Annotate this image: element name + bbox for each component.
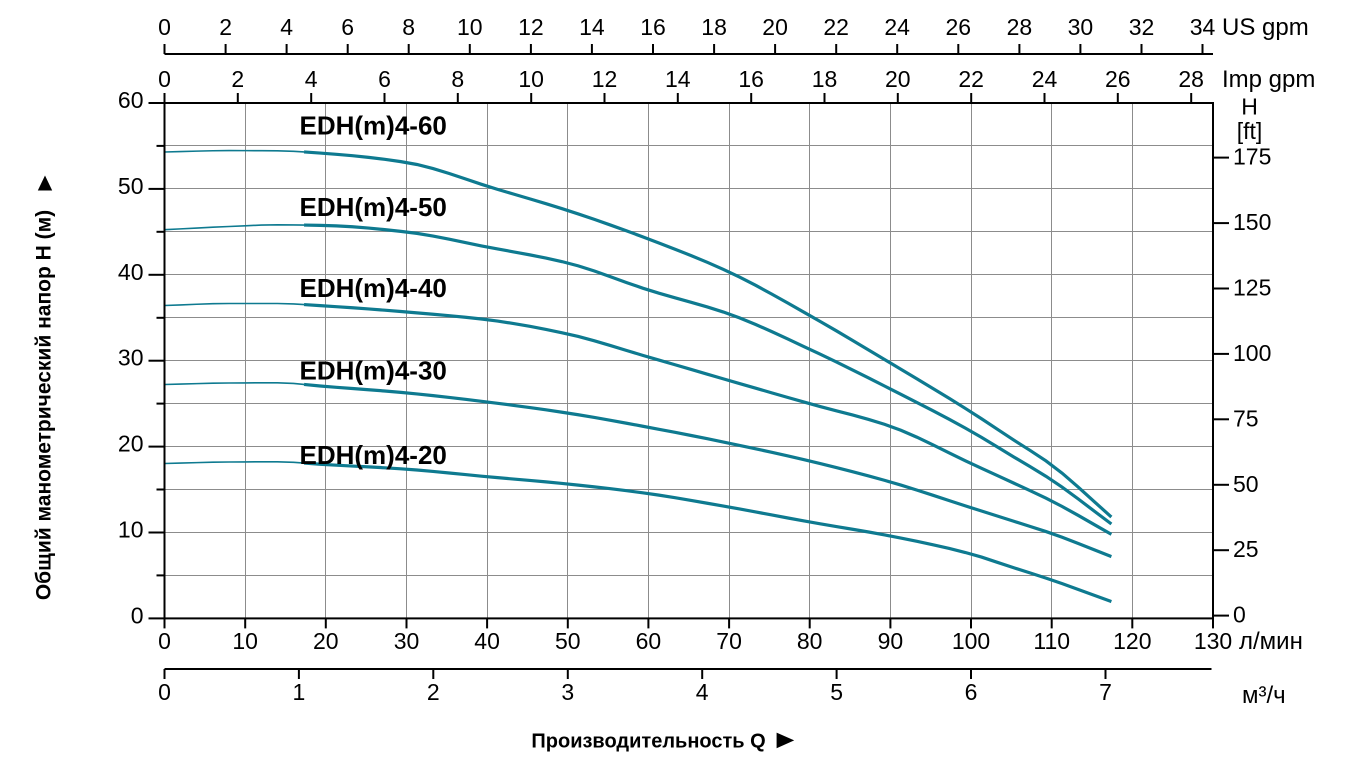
- svg-text:4: 4: [696, 679, 709, 705]
- svg-text:50: 50: [118, 173, 144, 199]
- svg-text:26: 26: [946, 14, 972, 40]
- svg-text:100: 100: [1233, 340, 1271, 366]
- svg-text:Imp gpm: Imp gpm: [1222, 66, 1315, 93]
- svg-text:10: 10: [518, 66, 544, 92]
- svg-text:6: 6: [378, 66, 391, 92]
- svg-text:100: 100: [952, 628, 990, 654]
- svg-text:24: 24: [884, 14, 910, 40]
- svg-text:150: 150: [1233, 209, 1271, 235]
- svg-text:75: 75: [1233, 405, 1259, 431]
- svg-text:0: 0: [158, 14, 171, 40]
- svg-text:Производительность Q: Производительность Q: [531, 731, 765, 753]
- svg-text:3: 3: [561, 679, 574, 705]
- svg-text:10: 10: [457, 14, 483, 40]
- svg-text:0: 0: [131, 602, 144, 628]
- svg-text:0: 0: [158, 66, 171, 92]
- svg-text:EDH(m)4-50: EDH(m)4-50: [300, 192, 447, 222]
- svg-text:40: 40: [474, 628, 500, 654]
- svg-text:16: 16: [640, 14, 666, 40]
- svg-text:0: 0: [158, 679, 171, 705]
- svg-text:50: 50: [1233, 471, 1259, 497]
- svg-text:8: 8: [451, 66, 464, 92]
- svg-text:6: 6: [341, 14, 354, 40]
- svg-text:Общий манометрический напор H: Общий манометрический напор H (м): [33, 210, 56, 600]
- svg-text:л/мин: л/мин: [1239, 628, 1303, 655]
- svg-text:26: 26: [1105, 66, 1131, 92]
- svg-text:EDH(m)4-60: EDH(m)4-60: [300, 110, 447, 140]
- svg-text:16: 16: [738, 66, 764, 92]
- svg-text:18: 18: [701, 14, 727, 40]
- svg-text:50: 50: [555, 628, 581, 654]
- svg-text:22: 22: [823, 14, 849, 40]
- svg-text:30: 30: [394, 628, 420, 654]
- svg-text:28: 28: [1178, 66, 1204, 92]
- svg-text:120: 120: [1113, 628, 1151, 654]
- svg-text:1: 1: [293, 679, 306, 705]
- svg-text:28: 28: [1007, 14, 1033, 40]
- svg-text:60: 60: [118, 87, 144, 113]
- svg-text:80: 80: [797, 628, 823, 654]
- svg-text:14: 14: [665, 66, 691, 92]
- svg-text:10: 10: [232, 628, 258, 654]
- svg-text:14: 14: [579, 14, 605, 40]
- svg-text:60: 60: [636, 628, 662, 654]
- svg-text:110: 110: [1033, 628, 1070, 654]
- svg-text:130: 130: [1194, 628, 1232, 654]
- svg-text:4: 4: [305, 66, 318, 92]
- svg-text:22: 22: [958, 66, 984, 92]
- svg-text:EDH(m)4-40: EDH(m)4-40: [300, 273, 447, 303]
- svg-text:20: 20: [762, 14, 788, 40]
- svg-text:175: 175: [1233, 144, 1271, 170]
- svg-text:7: 7: [1099, 679, 1112, 705]
- svg-text:м³/ч: м³/ч: [1242, 682, 1286, 709]
- svg-text:4: 4: [280, 14, 293, 40]
- svg-text:20: 20: [118, 431, 144, 457]
- svg-text:34: 34: [1190, 14, 1216, 40]
- svg-text:90: 90: [878, 628, 904, 654]
- svg-text:24: 24: [1032, 66, 1058, 92]
- svg-text:30: 30: [118, 345, 144, 371]
- svg-text:[ft]: [ft]: [1237, 118, 1263, 144]
- svg-text:6: 6: [965, 679, 978, 705]
- svg-text:2: 2: [231, 66, 244, 92]
- svg-text:0: 0: [1233, 602, 1246, 628]
- svg-text:0: 0: [158, 628, 171, 654]
- svg-text:32: 32: [1129, 14, 1155, 40]
- svg-text:70: 70: [716, 628, 742, 654]
- svg-text:10: 10: [118, 517, 144, 543]
- svg-text:25: 25: [1233, 536, 1259, 562]
- svg-text:US gpm: US gpm: [1222, 14, 1309, 41]
- svg-text:5: 5: [830, 679, 843, 705]
- svg-text:20: 20: [313, 628, 339, 654]
- svg-text:H: H: [1241, 94, 1258, 120]
- svg-text:2: 2: [219, 14, 232, 40]
- svg-text:12: 12: [518, 14, 544, 40]
- svg-text:30: 30: [1068, 14, 1094, 40]
- svg-text:40: 40: [118, 259, 144, 285]
- svg-text:12: 12: [592, 66, 618, 92]
- svg-text:8: 8: [402, 14, 415, 40]
- svg-text:20: 20: [885, 66, 911, 92]
- svg-text:EDH(m)4-20: EDH(m)4-20: [300, 440, 447, 470]
- svg-text:2: 2: [427, 679, 440, 705]
- svg-text:EDH(m)4-30: EDH(m)4-30: [300, 356, 447, 386]
- svg-text:18: 18: [812, 66, 838, 92]
- svg-text:125: 125: [1233, 275, 1271, 301]
